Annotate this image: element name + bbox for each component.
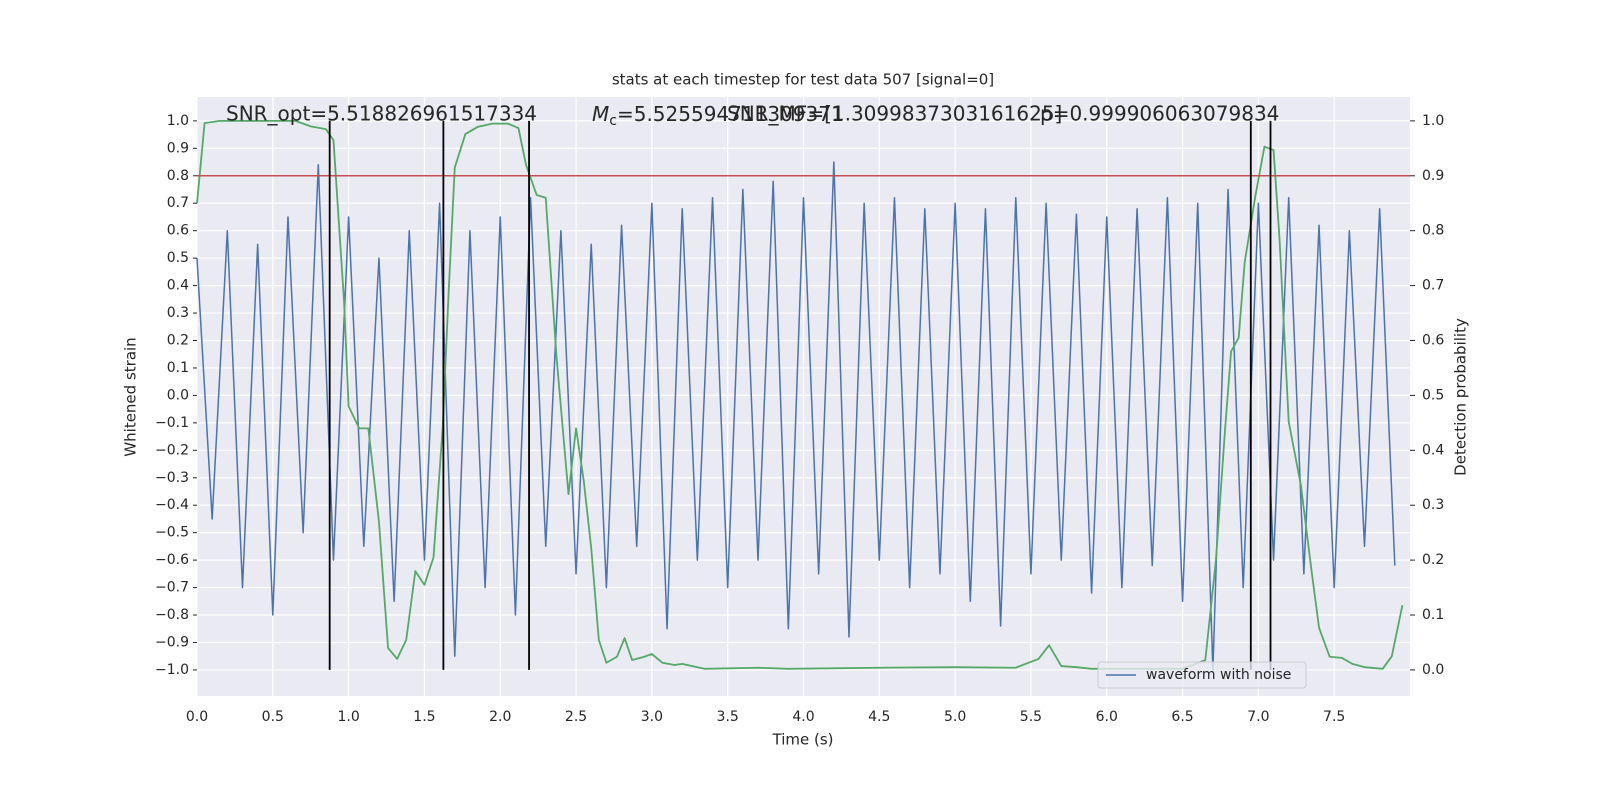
x-tick-label: 7.0 xyxy=(1247,709,1269,725)
x-tick-label: 4.5 xyxy=(868,709,890,725)
y-tick-label: −1.0 xyxy=(155,662,189,678)
y-tick-label: −0.9 xyxy=(155,634,189,650)
y2-tick-label: 0.6 xyxy=(1422,332,1444,348)
y-tick-label: 0.1 xyxy=(167,360,189,376)
x-tick-label: 0.0 xyxy=(186,709,208,725)
x-tick-label: 2.5 xyxy=(565,709,587,725)
y-tick-label: 0.3 xyxy=(167,305,189,321)
y-tick-label: 0.7 xyxy=(167,195,189,211)
y-tick-label: −0.8 xyxy=(155,607,189,623)
marks xyxy=(196,119,1410,671)
x-axis-label: Time (s) xyxy=(772,731,834,749)
x-tick-label: 3.5 xyxy=(717,709,739,725)
y-tick-label: −0.3 xyxy=(155,470,189,486)
y2-tick-label: 0.7 xyxy=(1422,278,1444,294)
legend-label: waveform with noise xyxy=(1146,667,1291,683)
annotation: Mc=5.525594711309371 xyxy=(592,102,844,130)
annotation: SNR_opt=5.518826961517334 xyxy=(226,102,537,126)
y-tick-label: −0.6 xyxy=(155,552,189,568)
y-tick-label: 0.0 xyxy=(167,387,189,403)
y-tick-label: 0.9 xyxy=(167,140,189,156)
x-tick-label: 6.0 xyxy=(1096,709,1118,725)
annotation: SNR_MF=[1.3099837303161625] xyxy=(727,102,1062,126)
chart-title: stats at each timestep for test data 507… xyxy=(612,71,994,89)
annotation-subscript: c xyxy=(609,113,617,129)
y-tick-label: −0.7 xyxy=(155,580,189,596)
x-tick-label: 5.5 xyxy=(1020,709,1042,725)
y-tick-label: −0.5 xyxy=(155,525,189,541)
y-tick-label: 0.2 xyxy=(167,332,189,348)
y-tick-label: −0.4 xyxy=(155,497,189,513)
y2-tick-label: 0.1 xyxy=(1422,607,1444,623)
y-tick-label: 0.8 xyxy=(167,168,189,184)
legend: waveform with noise xyxy=(1097,661,1307,689)
y2-tick-label: 0.2 xyxy=(1422,552,1444,568)
y2-tick-label: 0.8 xyxy=(1422,223,1444,239)
y2-tick-label: 0.0 xyxy=(1422,662,1444,678)
y-tick-label: −0.2 xyxy=(155,442,189,458)
y2-tick-label: 1.0 xyxy=(1422,113,1444,129)
y-tick-label: 1.0 xyxy=(167,113,189,129)
x-tick-label: 0.5 xyxy=(262,709,284,725)
series-line xyxy=(196,161,1396,671)
x-tick-label: 3.0 xyxy=(641,709,663,725)
legend-box xyxy=(1097,661,1307,689)
x-tick-label: 1.0 xyxy=(337,709,359,725)
y2-tick-label: 0.9 xyxy=(1422,168,1444,184)
x-tick-label: 7.5 xyxy=(1323,709,1345,725)
x-tick-label: 1.5 xyxy=(413,709,435,725)
y2-tick-label: 0.5 xyxy=(1422,387,1444,403)
x-tick-label: 2.0 xyxy=(489,709,511,725)
x-tick-label: 6.5 xyxy=(1171,709,1193,725)
y2-tick-label: 0.3 xyxy=(1422,497,1444,513)
y2-axis-label: Detection probability xyxy=(1452,318,1470,476)
y-tick-label: 0.5 xyxy=(167,250,189,266)
annotation: p=0.999906063079834 xyxy=(1040,102,1279,126)
x-tick-label: 5.0 xyxy=(944,709,966,725)
y-axis-label: Whitened strain xyxy=(122,337,140,456)
y-tick-label: −0.1 xyxy=(155,415,189,431)
y-tick-label: 0.6 xyxy=(167,223,189,239)
y2-tick-label: 0.4 xyxy=(1422,442,1444,458)
x-tick-label: 4.0 xyxy=(792,709,814,725)
y-tick-label: 0.4 xyxy=(167,278,189,294)
annotation-text: =5.525594711309371 xyxy=(617,102,844,126)
annotation-symbol: M xyxy=(592,102,609,126)
series-line xyxy=(196,119,1404,670)
